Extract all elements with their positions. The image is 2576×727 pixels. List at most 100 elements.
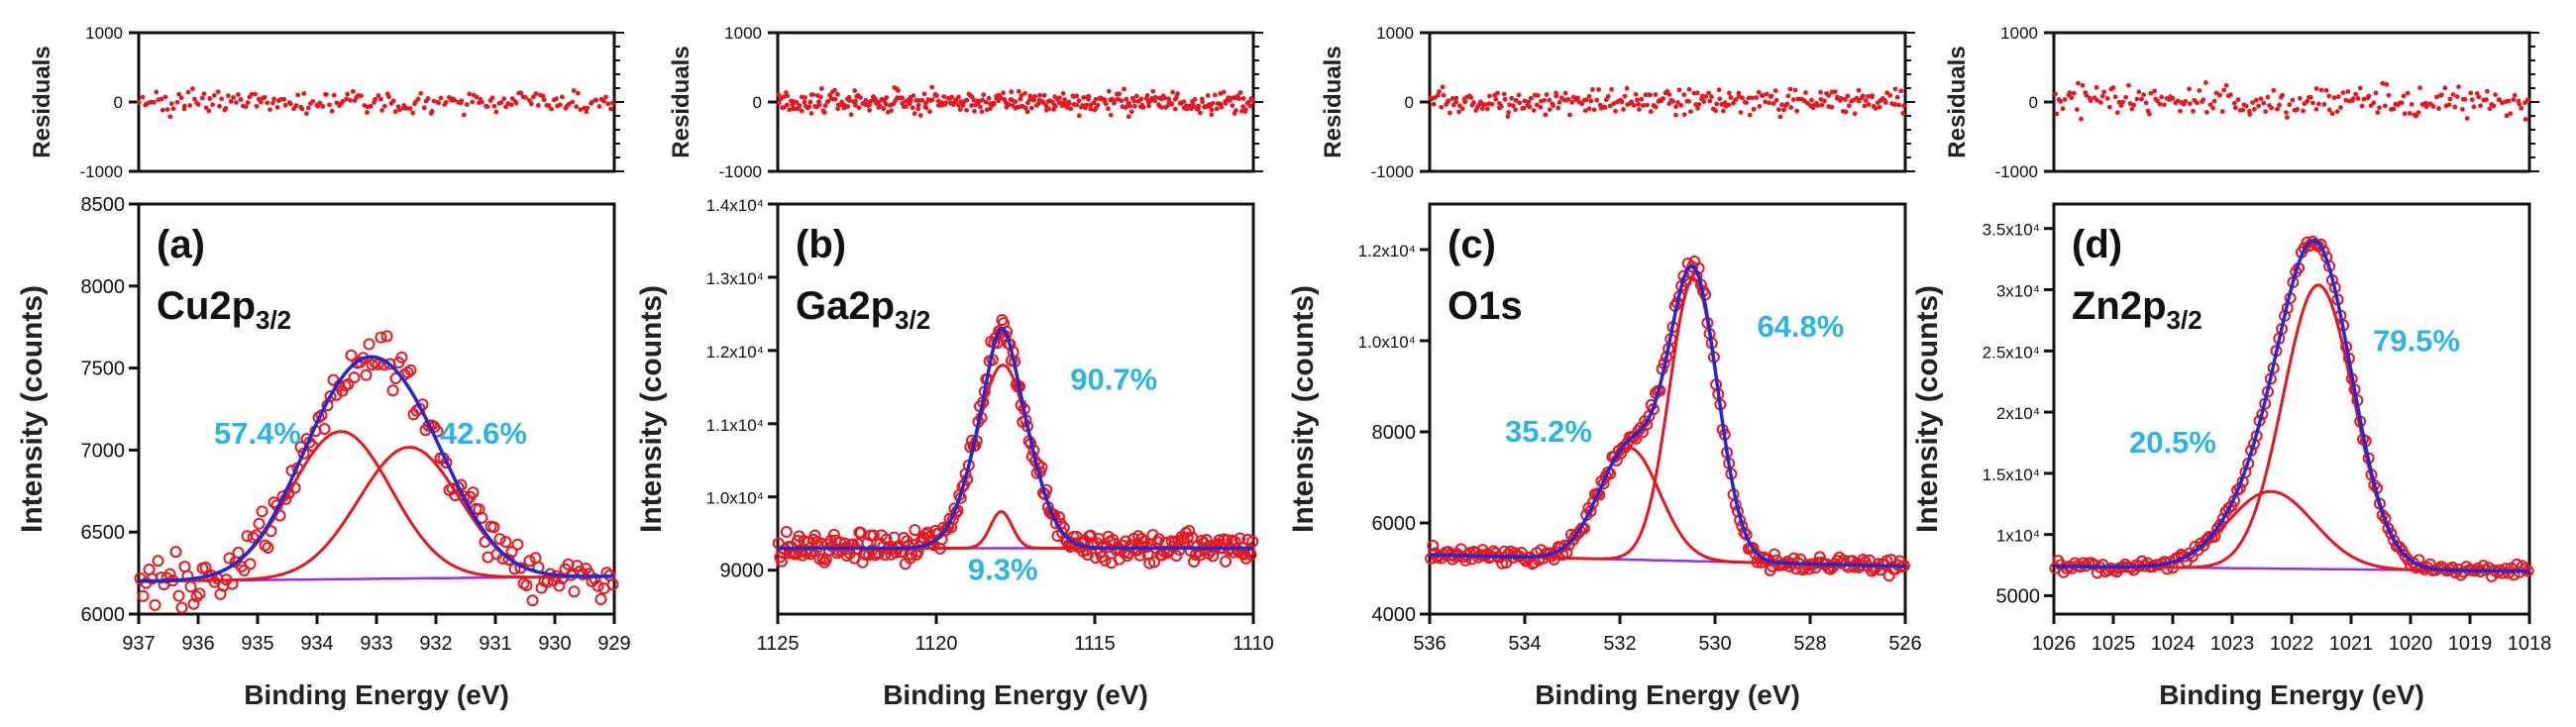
residual-point [1191, 104, 1197, 109]
residual-point [1535, 93, 1541, 98]
y-tick-label: 1.3x10⁴ [706, 269, 764, 288]
residual-point [2148, 90, 2154, 96]
residual-point [2476, 94, 2482, 100]
residual-point [1726, 90, 1732, 96]
data-point [1220, 555, 1232, 568]
residual-point [835, 106, 840, 112]
residual-point [2287, 102, 2293, 108]
residual-point [467, 91, 473, 97]
residual-point [806, 104, 812, 110]
residual-point [1150, 88, 1156, 94]
residual-point [329, 108, 335, 114]
residual-point [2471, 104, 2477, 110]
residual-point [2265, 94, 2271, 100]
residual-point [1470, 100, 1476, 105]
residual-point [1556, 99, 1562, 105]
residual-point [1219, 104, 1225, 110]
residual-point [877, 103, 883, 109]
residual-point [2263, 109, 2269, 114]
residual-point [2258, 96, 2264, 102]
residual-point [2301, 108, 2306, 114]
data-point [238, 564, 251, 576]
residual-point [2062, 97, 2068, 102]
data-point [259, 539, 271, 552]
y-tick-label: 7500 [81, 359, 126, 380]
residual-point [1673, 112, 1678, 118]
residual-point [217, 103, 222, 109]
residual-point [2391, 106, 2397, 112]
residual-point [1516, 92, 1522, 98]
data-point [1213, 534, 1226, 547]
residual-point [2409, 101, 2415, 107]
residual-point [1198, 110, 1203, 116]
residual-point [1018, 96, 1023, 102]
residual-point [1591, 107, 1597, 113]
residual-point [1212, 92, 1218, 98]
data-point [511, 538, 524, 551]
residual-point [2340, 90, 2346, 95]
residual-point [1493, 96, 1499, 102]
residual-point [2053, 91, 2058, 97]
residual-point [436, 100, 441, 106]
residual-point [2512, 92, 2518, 98]
residual-point [1170, 89, 1175, 95]
residual-point [1237, 90, 1243, 95]
residual-point [1818, 96, 1824, 102]
residual-point [1456, 109, 1461, 115]
data-point [152, 555, 164, 568]
envelope-fit [1430, 263, 1905, 569]
residual-point [1124, 96, 1129, 102]
residual-point [206, 108, 212, 114]
residual-point [1717, 96, 1723, 102]
residual-point [1440, 84, 1446, 90]
residual-point [986, 95, 992, 101]
residual-point [1866, 102, 1872, 107]
residual-point [535, 103, 541, 108]
x-tick-label: 1021 [2329, 633, 2374, 655]
data-point [190, 590, 203, 603]
residual-point [2382, 103, 2388, 109]
residual-point [832, 87, 837, 93]
residual-point [1877, 104, 1882, 110]
data-point [175, 601, 188, 614]
residual-point [1086, 96, 1091, 102]
residual-point [797, 103, 803, 108]
residual-point [1240, 104, 1246, 109]
residual-point [1693, 102, 1698, 107]
residual-point [923, 100, 928, 106]
residual-point [1057, 95, 1062, 101]
panel-tag: (d) [2072, 223, 2122, 266]
data-point [553, 579, 566, 592]
residual-point [2407, 111, 2413, 116]
y-tick-label: 6500 [81, 522, 126, 544]
residual-point [2433, 94, 2439, 100]
residual-point [1159, 104, 1164, 110]
residual-point [1776, 107, 1781, 113]
residual-point [2112, 94, 2118, 100]
x-tick-label: 530 [1698, 633, 1731, 655]
data-point [380, 330, 393, 343]
residual-point [1673, 104, 1678, 110]
residual-point [1670, 98, 1675, 104]
data-point [591, 579, 604, 592]
residual-point [1462, 99, 1467, 105]
residual-point [2243, 103, 2249, 109]
residual-point [978, 104, 983, 110]
residual-point [834, 91, 840, 97]
envelope-fit [778, 327, 1253, 551]
residual-point [853, 103, 858, 108]
residual-point [1513, 98, 1519, 103]
residual-point [1053, 104, 1058, 109]
residual-point [825, 99, 831, 104]
residual-point [170, 106, 176, 112]
residual-point [1091, 100, 1097, 106]
residual-point [1653, 92, 1659, 97]
residual-point [557, 102, 563, 108]
residual-point [1633, 91, 1639, 97]
residual-tick-label: 0 [753, 93, 762, 112]
y-tick-label: 6000 [81, 604, 126, 626]
residual-point [2191, 108, 2196, 114]
panel-tag: (a) [157, 223, 205, 266]
residual-point [803, 95, 808, 100]
